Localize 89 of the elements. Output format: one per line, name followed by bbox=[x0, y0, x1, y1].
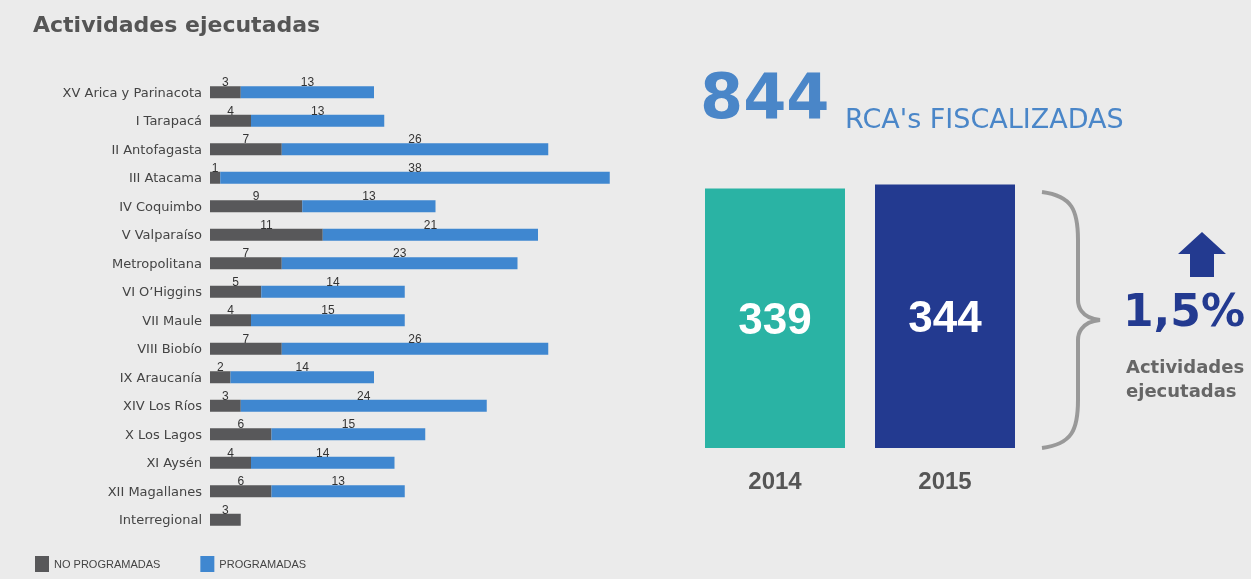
bar bbox=[251, 114, 385, 127]
data-label: 11 bbox=[260, 217, 273, 232]
chart-title: 844 bbox=[700, 59, 830, 133]
bar bbox=[210, 342, 282, 355]
data-label: 7 bbox=[242, 246, 250, 261]
data-label: 1 bbox=[211, 160, 219, 175]
bar bbox=[230, 371, 374, 384]
data-label: 38 bbox=[408, 160, 422, 175]
y-tick-label: II Antofagasta bbox=[111, 141, 202, 157]
data-label: 13 bbox=[362, 189, 376, 204]
bar bbox=[210, 513, 241, 526]
bar bbox=[210, 314, 251, 327]
y-tick-label: III Atacama bbox=[128, 170, 202, 186]
data-label: 15 bbox=[341, 417, 356, 432]
data-label: 14 bbox=[295, 360, 310, 375]
data-label: 2 bbox=[216, 360, 224, 375]
y-tick-label: IX Araucanía bbox=[119, 369, 202, 385]
bar bbox=[240, 399, 487, 412]
data-label: 9 bbox=[252, 189, 260, 204]
data-label: 4 bbox=[227, 445, 235, 460]
y-tick-label: V Valparaíso bbox=[121, 227, 203, 243]
y-tick-label: Metropolitana bbox=[111, 255, 202, 271]
data-label: 15 bbox=[321, 303, 335, 318]
chart-subtitle: RCA's FISCALIZADAS bbox=[845, 103, 1124, 134]
bar bbox=[281, 143, 549, 156]
legend-label: NO PROGRAMADAS bbox=[54, 558, 161, 570]
bar bbox=[261, 285, 405, 298]
bar bbox=[210, 143, 282, 156]
y-tick-label: XI Aysén bbox=[146, 455, 202, 471]
y-tick-label: I Tarapacá bbox=[135, 113, 202, 129]
legend-label: PROGRAMADAS bbox=[219, 558, 307, 570]
data-label: 21 bbox=[423, 217, 438, 232]
data-label: 6 bbox=[237, 474, 245, 489]
data-label: 23 bbox=[392, 246, 407, 261]
y-tick-label: XIV Los Ríos bbox=[122, 398, 203, 414]
data-label: 7 bbox=[242, 331, 250, 346]
data-label: 5 bbox=[232, 274, 240, 289]
bar bbox=[210, 114, 251, 127]
chart-title: Actividades ejecutadas bbox=[33, 11, 321, 37]
bar bbox=[210, 485, 272, 498]
y-tick-label: VII Maule bbox=[142, 312, 202, 328]
y-tick-label: VIII Biobío bbox=[137, 341, 203, 357]
data-label: 4 bbox=[227, 103, 235, 118]
x-tick-label: 2014 bbox=[748, 466, 803, 494]
bar bbox=[251, 456, 395, 469]
bar bbox=[210, 228, 323, 241]
bar bbox=[220, 171, 610, 184]
y-tick-label: VI O’Higgins bbox=[122, 284, 203, 300]
bar bbox=[210, 257, 282, 270]
bar bbox=[210, 456, 251, 469]
bar bbox=[210, 428, 272, 441]
data-label: 13 bbox=[300, 75, 315, 90]
data-label: 3 bbox=[222, 388, 230, 403]
data-label: 3 bbox=[222, 502, 230, 517]
text: 1,5% bbox=[1123, 285, 1246, 336]
bar bbox=[210, 285, 262, 298]
bar bbox=[322, 228, 538, 241]
bar bbox=[251, 314, 405, 327]
y-tick-label: IV Coquimbo bbox=[119, 198, 203, 214]
data-label: 26 bbox=[408, 331, 422, 346]
data-label: 13 bbox=[310, 103, 325, 118]
data-label: 24 bbox=[357, 388, 371, 403]
bar bbox=[210, 86, 241, 99]
y-tick-label: Interregional bbox=[119, 512, 202, 528]
data-label: 13 bbox=[331, 474, 346, 489]
data-label: 7 bbox=[242, 132, 250, 147]
bar bbox=[281, 342, 549, 355]
bar bbox=[210, 399, 241, 412]
bar bbox=[281, 257, 518, 270]
data-label: 4 bbox=[227, 303, 235, 318]
y-tick-label: XV Arica y Parinacota bbox=[62, 84, 202, 100]
data-label: 14 bbox=[316, 445, 330, 460]
y-tick-label: X Los Lagos bbox=[124, 426, 203, 442]
data-label: 339 bbox=[738, 293, 812, 343]
bar bbox=[210, 171, 221, 184]
bar bbox=[271, 485, 405, 498]
bar bbox=[210, 371, 231, 384]
bar bbox=[240, 86, 374, 99]
bar bbox=[271, 428, 426, 441]
bar bbox=[210, 200, 303, 213]
data-label: 26 bbox=[408, 132, 422, 147]
data-label: 344 bbox=[908, 291, 983, 341]
text: Actividades ejecutadas bbox=[1126, 355, 1246, 403]
data-label: 3 bbox=[222, 75, 230, 90]
y-tick-label: XII Magallanes bbox=[107, 483, 203, 499]
bar bbox=[302, 200, 436, 213]
data-label: 14 bbox=[326, 274, 340, 289]
x-tick-label: 2015 bbox=[918, 466, 972, 494]
data-label: 6 bbox=[237, 417, 245, 432]
